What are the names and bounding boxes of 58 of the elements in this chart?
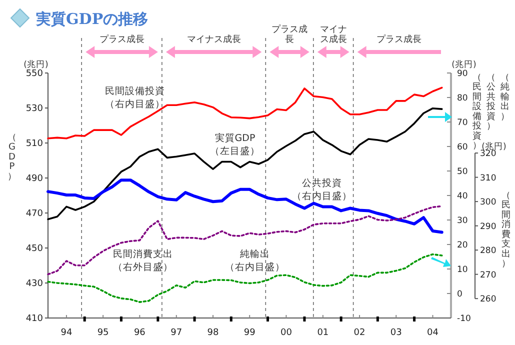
x-tick-label: 95 [97, 328, 109, 338]
y2-tick-label: 20 [457, 240, 468, 250]
y3-tick-label: 310 [480, 173, 496, 184]
text: (兆円) [24, 59, 48, 70]
y-tick-label: 510 [26, 139, 44, 149]
y2-tick-label: 10 [457, 265, 468, 275]
line-series [47, 205, 443, 276]
y-tick-label: 410 [26, 314, 44, 324]
text: プラス成長 [99, 34, 144, 45]
x-tick-label: 02 [354, 328, 366, 338]
y-tick-label: 450 [26, 244, 44, 254]
text: マイナス成長 [320, 25, 347, 45]
x-tick-label: 97 [170, 328, 182, 338]
y3-axis-title: （民間消費支出） [502, 191, 510, 270]
text: プラス成長 [376, 34, 422, 45]
y3-tick-label: 270 [480, 270, 496, 280]
x-tick-label: 99 [244, 328, 256, 338]
series-label: 民間消費支出（右外目盛） [113, 248, 173, 273]
line-series [46, 178, 444, 234]
y-tick-label: 530 [26, 104, 44, 114]
y2-tick-label: 50 [457, 167, 468, 177]
text: プラス成長 [272, 24, 308, 45]
y-axis-title: （GDP） [8, 133, 16, 182]
y2-tick-label: 40 [457, 192, 468, 202]
x-tick-label: 03 [390, 328, 402, 338]
line-series [47, 107, 443, 220]
x-tick-label: 98 [207, 328, 219, 338]
y3-tick-label: 300 [480, 198, 496, 208]
text: （公共投資） [486, 73, 496, 132]
y-tick-label: 550 [26, 69, 44, 79]
y-tick-label: 470 [26, 209, 44, 219]
chart-title: 実質GDPの推移 [35, 10, 148, 28]
y2-tick-label: 60 [457, 142, 468, 152]
y2-tick-label: 30 [457, 216, 468, 226]
x-tick-label: 96 [134, 328, 146, 338]
x-tick-label: 04 [427, 328, 439, 338]
y3-tick-label: 260 [480, 294, 496, 305]
y2-tick-label: 80 [457, 94, 468, 104]
y2-axis-title: （民間設備投資） [472, 73, 482, 152]
x-tick-label: 00 [280, 328, 292, 338]
series-label: 民間設備投資（右内目盛） [105, 85, 165, 110]
y2-tick-label: 70 [457, 118, 468, 128]
y-tick-label: 490 [26, 174, 44, 184]
series-label: 純輸出（右内目盛） [225, 248, 285, 273]
series-label: 実質GDP（左目盛） [210, 132, 260, 157]
y3-tick-label: 320 [480, 149, 496, 160]
text: （純輸出） [500, 73, 510, 122]
y3-tick-label: 280 [480, 246, 496, 256]
text: (兆円) [452, 59, 476, 70]
y3-tick-label: 290 [480, 222, 496, 232]
series-label: 公共投資（右内目盛） [292, 177, 352, 202]
y2-tick-label: 90 [457, 69, 468, 79]
x-tick-label: 01 [317, 328, 329, 338]
y2-tick-label: -10 [457, 314, 471, 324]
x-tick-label: 94 [60, 328, 72, 338]
text: マイナス成長 [186, 34, 241, 45]
y-tick-label: 430 [26, 279, 44, 289]
y2-tick-label: 0 [457, 290, 462, 300]
